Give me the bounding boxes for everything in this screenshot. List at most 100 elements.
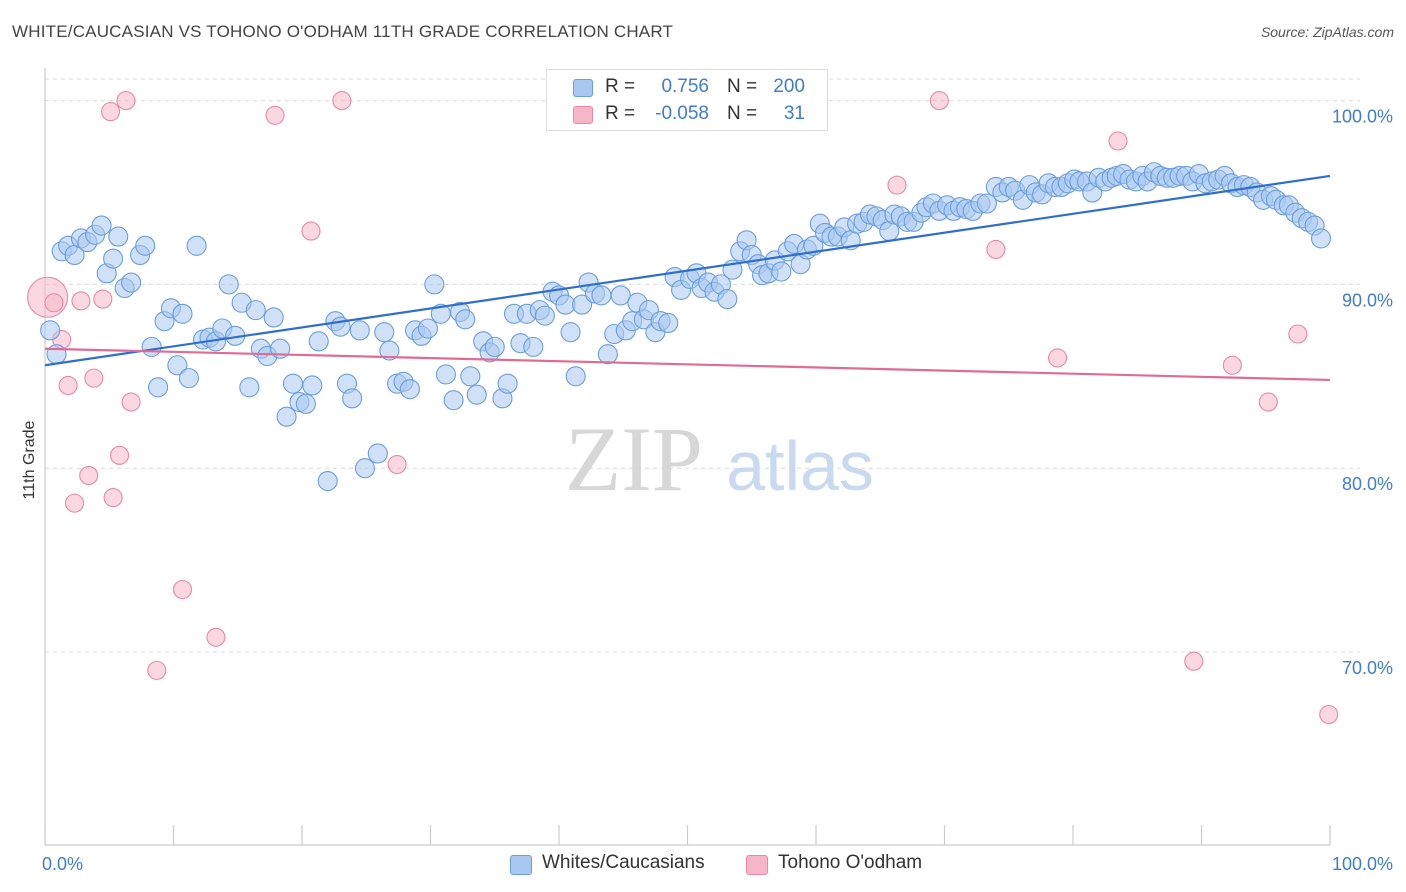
tohono-point: [121, 392, 141, 412]
tohono-point: [1319, 704, 1339, 725]
legend-n-value: 200: [773, 76, 805, 97]
trend-lines: [44, 174, 1331, 382]
whites-point: [308, 331, 329, 352]
whites-point: [263, 307, 284, 328]
whites-point: [379, 340, 400, 361]
tohono-point: [929, 91, 949, 111]
series-tohono-points: [27, 91, 1339, 725]
whites-point: [610, 285, 631, 306]
tohono-point: [1258, 392, 1278, 412]
whites-point: [572, 294, 593, 315]
x-tick-label-start: 0.0%: [42, 854, 83, 874]
whites-point: [141, 336, 162, 357]
tohono-point: [109, 445, 130, 465]
whites-point: [658, 312, 679, 334]
whites-point: [276, 406, 297, 427]
legend-n-label: N =: [727, 103, 758, 124]
tohono-point: [58, 375, 78, 396]
tohono-point: [84, 368, 104, 388]
whites-point: [245, 300, 266, 321]
y-axis-label: 11th Grade: [21, 420, 38, 499]
tohono-point: [332, 91, 352, 111]
whites-point: [302, 375, 323, 396]
whites-point: [172, 303, 193, 324]
whites-point: [354, 458, 376, 479]
whites-point: [455, 309, 476, 330]
legend-r-value: -0.058: [655, 103, 709, 124]
legend-n-value: 31: [783, 103, 805, 124]
whites-point: [597, 344, 618, 365]
whites-point: [560, 322, 581, 343]
tohono-point: [301, 221, 321, 241]
legend-swatch-pink: [573, 106, 593, 124]
tohono-point: [103, 488, 123, 508]
chart-title: WHITE/CAUCASIAN VS TOHONO O'ODHAM 11TH G…: [12, 22, 674, 41]
legend-r-label: R =: [605, 103, 636, 124]
tohono-point: [1108, 131, 1128, 151]
tohono-point: [79, 465, 99, 486]
legend-row-whites: R = 0.756 N = 200: [547, 73, 827, 101]
tohono-point: [1288, 324, 1308, 344]
tohono-point: [65, 493, 85, 513]
whites-point: [367, 443, 388, 464]
watermark-zip: ZIP: [565, 408, 703, 510]
whites-point: [239, 377, 260, 398]
whites-point: [443, 390, 464, 411]
whites-point: [399, 379, 420, 400]
legend-r-label: R =: [605, 76, 636, 97]
series-legend-label-tohono: Tohono O'odham: [778, 852, 923, 873]
series-legend-label-whites: Whites/Caucasians: [542, 852, 705, 873]
watermark: ZIP atlas: [565, 408, 874, 510]
tick-labels: 70.0% 80.0% 90.0% 100.0% 0.0% 100.0%: [42, 107, 1393, 874]
whites-point: [976, 193, 997, 214]
tohono-point: [116, 91, 136, 111]
whites-point: [186, 235, 207, 256]
whites-point: [497, 373, 518, 394]
whites-point: [771, 261, 792, 282]
whites-point: [103, 248, 124, 269]
y-tick-label: 70.0%: [1342, 658, 1393, 678]
tohono-point: [265, 105, 285, 125]
tohono-point: [1222, 355, 1242, 375]
watermark-atlas: atlas: [726, 427, 874, 505]
whites-point: [435, 364, 456, 385]
whites-point: [167, 355, 188, 376]
tohono-point: [206, 627, 226, 647]
tohono-point: [986, 239, 1006, 260]
whites-point: [717, 289, 738, 310]
whites-point: [466, 384, 487, 405]
y-tick-label: 80.0%: [1342, 474, 1393, 494]
y-tick-label: 90.0%: [1342, 290, 1393, 310]
legend-r-value: 0.756: [661, 76, 709, 97]
tohono-point: [1184, 651, 1204, 671]
whites-point: [523, 336, 544, 357]
whites-point: [565, 366, 586, 387]
source-label: Source: ZipAtlas.com: [1260, 24, 1394, 40]
legend-n-label: N =: [727, 76, 758, 97]
whites-point: [121, 272, 142, 293]
whites-point: [40, 320, 61, 341]
whites-point: [1310, 228, 1332, 249]
tohono-point: [1048, 348, 1068, 368]
whites-point: [534, 305, 555, 326]
whites-trend-line: [44, 174, 1331, 367]
axes: [44, 68, 1331, 846]
series-whites-points: [40, 162, 1332, 492]
whites-point: [374, 322, 395, 343]
tohono-point: [71, 291, 91, 311]
whites-point: [91, 215, 112, 236]
whites-point: [591, 285, 612, 306]
whites-point: [424, 274, 445, 295]
whites-point: [135, 235, 156, 256]
whites-point: [295, 393, 316, 414]
whites-point: [282, 373, 304, 394]
whites-point: [317, 471, 338, 492]
tohono-point: [44, 293, 64, 313]
whites-point: [218, 274, 239, 295]
tohono-trend-line: [44, 347, 1331, 382]
whites-point: [108, 226, 129, 247]
legend-swatch-blue: [573, 79, 593, 97]
x-tick-label-end: 100.0%: [1332, 854, 1393, 874]
tohono-point: [172, 579, 193, 600]
